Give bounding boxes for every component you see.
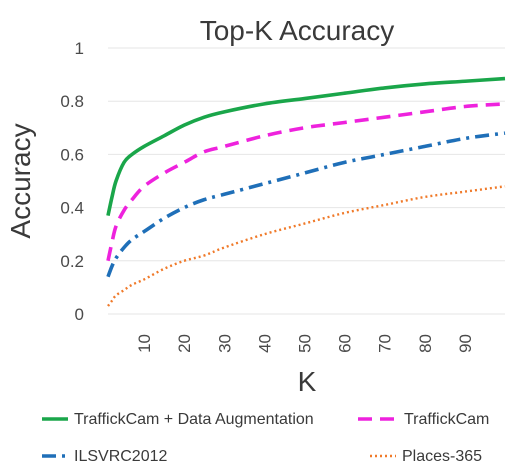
legend-item-2: TraffickCam	[358, 411, 489, 428]
series-lines	[106, 76, 506, 307]
x-tick-label: 80	[416, 334, 435, 353]
y-tick-label: 0.8	[60, 92, 84, 111]
x-tick-label: 60	[336, 334, 355, 353]
legend-label: Places-365	[402, 448, 482, 465]
legend-item-3: ILSVRC2012	[42, 448, 167, 465]
series-line-2	[106, 102, 506, 262]
series-line-3	[106, 131, 506, 278]
legend-label: TraffickCam + Data Augmentation	[74, 411, 314, 428]
y-tick-label: 0.6	[60, 145, 84, 164]
x-axis-ticks: 10 20 30 40 50 60 70 80 90	[135, 334, 475, 353]
y-tick-label: 0.4	[60, 199, 84, 218]
x-tick-label: 90	[456, 334, 475, 353]
y-tick-label: 0	[75, 305, 84, 324]
y-tick-label: 1	[75, 39, 84, 58]
chart-title: Top-K Accuracy	[200, 15, 395, 46]
x-tick-label: 30	[215, 334, 234, 353]
x-tick-label: 40	[255, 334, 274, 353]
series-line-4	[107, 185, 506, 307]
legend: TraffickCam + Data Augmentation TraffickC…	[42, 411, 489, 465]
y-axis-ticks: 0 0.2 0.4 0.6 0.8 1	[60, 39, 84, 324]
legend-item-1: TraffickCam + Data Augmentation	[42, 411, 314, 428]
x-tick-label: 10	[135, 334, 154, 353]
y-axis-label: Accuracy	[5, 123, 36, 238]
series-line-1	[106, 76, 506, 216]
x-axis-label: K	[298, 366, 317, 397]
x-tick-label: 50	[295, 334, 314, 353]
legend-label: TraffickCam	[404, 411, 489, 428]
x-tick-label: 20	[175, 334, 194, 353]
x-tick-label: 70	[376, 334, 395, 353]
grid	[108, 47, 505, 315]
legend-item-4: Places-365	[370, 448, 482, 465]
y-tick-label: 0.2	[60, 252, 84, 271]
legend-label: ILSVRC2012	[74, 448, 167, 465]
